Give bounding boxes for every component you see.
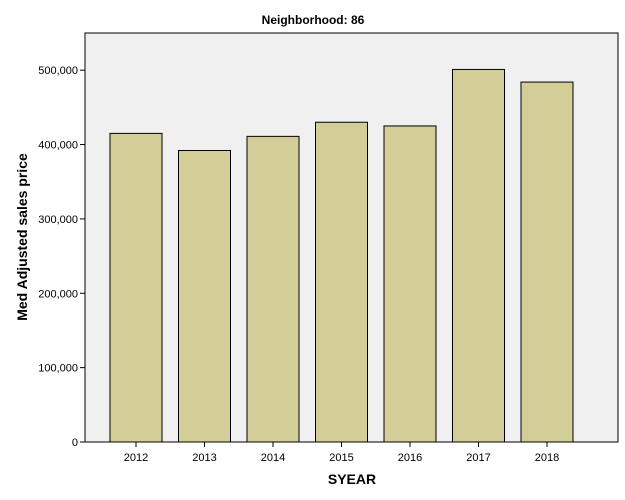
x-tick-label: 2014 — [261, 452, 285, 464]
y-tick-label: 500,000 — [38, 65, 78, 77]
x-tick-label: 2012 — [124, 452, 148, 464]
y-tick-label: 0 — [72, 437, 78, 449]
y-tick-label: 200,000 — [38, 288, 78, 300]
bar-2013 — [178, 149, 231, 443]
x-axis-title: SYEAR — [328, 471, 376, 487]
y-axis: 0 100,000 200,000 300,000 400,000 500,000 — [38, 65, 85, 449]
x-tick-label: 2017 — [466, 452, 490, 464]
x-tick-label: 2018 — [535, 452, 559, 464]
y-axis-title: Med Adjusted sales price — [14, 153, 30, 321]
bar-2018 — [520, 81, 574, 443]
chart-title: Neighborhood: 86 — [262, 13, 365, 27]
y-tick-label: 300,000 — [38, 214, 78, 226]
y-tick-label: 400,000 — [38, 140, 78, 152]
x-axis: 2012 2013 2014 2015 2016 2017 2018 — [124, 442, 559, 464]
bar-2016 — [383, 125, 437, 443]
bars-group — [109, 68, 574, 443]
x-tick-label: 2015 — [329, 452, 353, 464]
bar-2012 — [109, 132, 163, 443]
y-tick-label: 100,000 — [38, 363, 78, 375]
bar-2014 — [246, 135, 300, 443]
bar-2017 — [452, 68, 505, 443]
bar-2015 — [315, 121, 368, 443]
x-tick-label: 2016 — [398, 452, 422, 464]
x-tick-label: 2013 — [192, 452, 216, 464]
